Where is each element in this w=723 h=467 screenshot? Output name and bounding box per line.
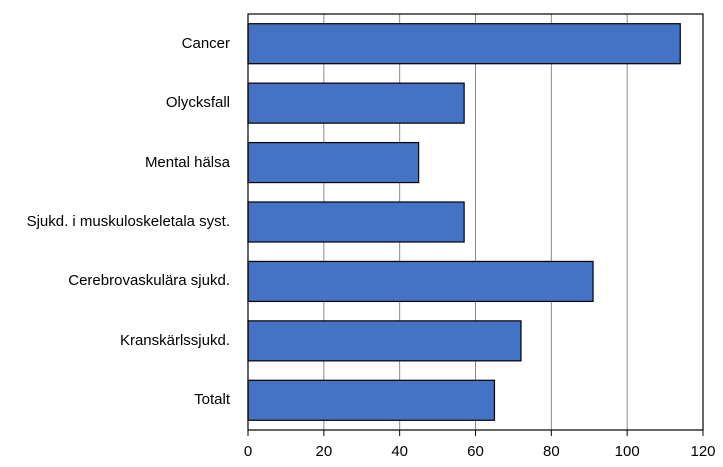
bar	[247, 320, 522, 362]
y-tick-label-box: Totalt	[0, 390, 230, 410]
x-tick-label: 60	[467, 443, 484, 460]
y-tick-label: Cerebrovaskulära sjukd.	[68, 272, 230, 290]
y-tick-label-box: Cerebrovaskulära sjukd.	[0, 271, 230, 291]
y-tick-label-box: Sjukd. i muskuloskeletala syst.	[0, 212, 230, 232]
y-tick-label: Mental hälsa	[144, 153, 230, 171]
y-tick-label-box: Mental hälsa	[0, 153, 230, 173]
bar	[247, 260, 594, 303]
y-tick-label-box: Olycksfall	[0, 93, 230, 113]
bar	[247, 379, 496, 421]
x-tick-label: 80	[543, 443, 560, 460]
y-tick-label-box: Kranskärlssjukd.	[0, 331, 230, 351]
bar	[247, 141, 420, 184]
y-tick-label: Kranskärlssjukd.	[119, 331, 230, 349]
plot-frame	[247, 13, 704, 431]
bar	[247, 82, 465, 124]
x-tick-label: 120	[690, 443, 715, 460]
x-tick-label: 20	[315, 443, 332, 460]
bar	[247, 23, 681, 65]
y-tick-label-box: Cancer	[0, 34, 230, 54]
bar	[247, 201, 465, 243]
y-tick-label: Totalt	[194, 391, 230, 409]
y-tick-label: Sjukd. i muskuloskeletala syst.	[26, 213, 230, 230]
x-tick-label: 100	[615, 443, 640, 460]
x-tick-label: 40	[391, 443, 408, 460]
y-tick-label: Olycksfall	[165, 94, 230, 112]
x-tick-label: 0	[244, 443, 252, 460]
y-tick-label: Cancer	[181, 34, 230, 52]
